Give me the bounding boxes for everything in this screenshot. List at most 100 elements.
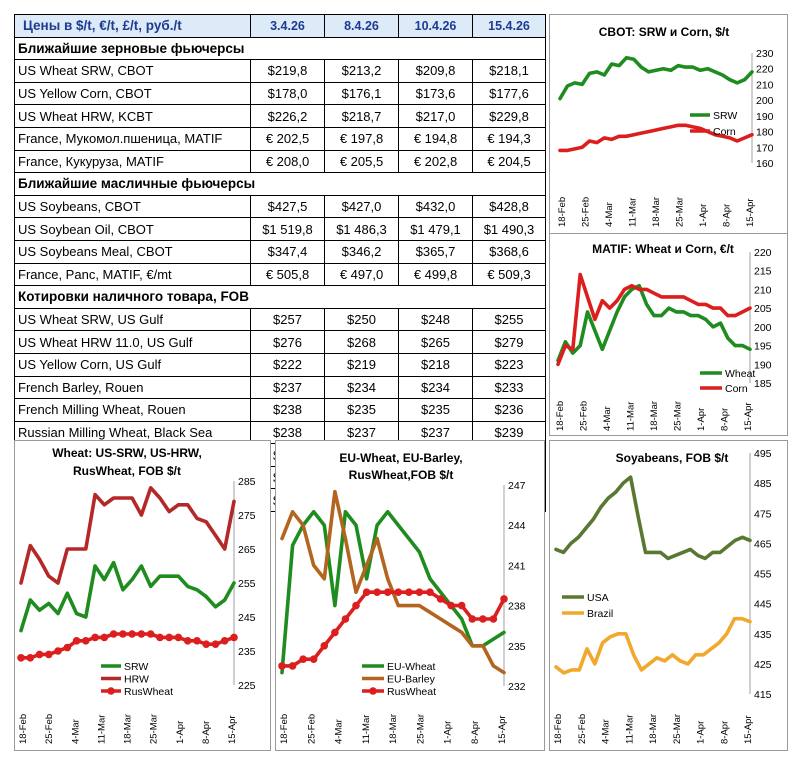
table-row: France, Panc, MATIF, €/mt € 505,8 € 497,0 €… [14, 262, 546, 287]
chart-title: CBOT: SRW и Corn, $/t [599, 25, 730, 39]
x-tick-label: 15-Apr [743, 715, 754, 744]
x-tick-label: 1-Apr [175, 721, 186, 744]
price-cell: $268 [324, 330, 399, 354]
x-tick-label: 18-Feb [555, 401, 566, 431]
price-cell: $368,6 [472, 239, 546, 264]
commodity-name: France, Мукомол.пшеница, MATIF [14, 126, 251, 151]
price-cell: $238 [250, 398, 325, 422]
chart-title: EU-Wheat, EU-Barley, [339, 451, 462, 465]
price-cell: $428,8 [472, 194, 546, 219]
data-point-ruswheat [230, 633, 238, 642]
data-point-ruswheat [394, 588, 403, 596]
x-tick-label: 1-Apr [696, 408, 707, 431]
legend-label: Wheat [725, 368, 755, 380]
price-cell: $176,1 [324, 81, 399, 106]
x-tick-label: 1-Apr [698, 204, 709, 227]
y-tick-label: 415 [754, 689, 772, 701]
data-point-ruswheat [193, 637, 201, 645]
data-point-ruswheat [436, 595, 445, 603]
table-header-cell: 3.4.26 [250, 14, 325, 38]
legend-label: HRW [124, 674, 149, 686]
price-cell: € 202,5 [250, 126, 325, 151]
x-tick-label: 15-Apr [227, 715, 238, 744]
price-cell: € 509,3 [472, 262, 546, 287]
y-tick-label: 238 [508, 601, 526, 613]
table-header-cell: 10.4.26 [398, 14, 473, 38]
chart-cbot: 160 170 180 190 200 210 220 230 18-Feb 25-Feb 4-Ma… [557, 25, 774, 227]
x-tick-label: 18-Mar [123, 714, 134, 744]
table-row: US Yellow Corn, CBOT $178,0 $176,1 $173,6 $1… [14, 81, 546, 106]
x-tick-label: 8-Apr [719, 721, 730, 744]
x-tick-label: 11-Mar [628, 198, 639, 227]
y-tick-label: 200 [754, 322, 772, 334]
price-cell: $234 [324, 375, 399, 400]
legend-marker [107, 687, 115, 695]
price-cell: $237 [324, 420, 399, 445]
price-cell: € 194,3 [472, 126, 546, 151]
price-cell: $265 [398, 330, 473, 354]
y-tick-label: 230 [756, 48, 774, 60]
x-tick-label: 25-Feb [577, 714, 588, 744]
legend-label: SRW [713, 110, 737, 122]
table-header-cell: 8.4.26 [324, 14, 399, 38]
price-cell: $1 519,8 [250, 217, 325, 241]
y-tick-label: 235 [508, 641, 526, 653]
y-tick-label: 245 [238, 612, 256, 624]
legend-label: SRW [124, 661, 148, 673]
price-cell: $219 [324, 352, 399, 377]
data-point-ruswheat [146, 630, 155, 638]
y-tick-label: 190 [756, 111, 774, 123]
x-tick-label: 18-Feb [553, 714, 564, 744]
price-cell: $178,0 [250, 81, 325, 106]
data-point-ruswheat [415, 588, 424, 596]
table-row: US Wheat SRW, CBOT $219,8 $213,2 $209,8 $218… [14, 59, 546, 83]
price-cell: € 204,5 [472, 149, 546, 174]
legend-marker [369, 687, 377, 695]
table-row: US Wheat SRW, US Gulf $257 $250 $248 $255 [14, 307, 546, 332]
x-tick-label: 18-Mar [388, 714, 399, 744]
price-cell: € 208,0 [250, 149, 325, 174]
series-line-srw [19, 560, 236, 633]
data-point-ruswheat [352, 601, 360, 610]
x-tick-label: 25-Feb [581, 197, 592, 227]
price-cell: $347,4 [250, 239, 325, 264]
price-cell: $237 [250, 375, 325, 400]
price-cell: $427,0 [324, 194, 399, 219]
price-cell: $173,6 [398, 81, 473, 106]
chart-panel-matif: 185 190 195 200 205 210 215 220 18-Feb 25-Feb 4-Ma… [549, 233, 788, 436]
data-point-ruswheat [26, 654, 35, 662]
y-tick-label: 232 [508, 681, 526, 693]
data-point-ruswheat [128, 630, 136, 638]
price-cell: € 505,8 [250, 262, 325, 287]
price-cell: $250 [324, 307, 399, 332]
table-row: France, Кукуруза, MATIF € 208,0 € 205,5 € 2… [14, 149, 546, 174]
data-point-ruswheat [109, 630, 118, 638]
price-cell: € 499,8 [398, 262, 473, 287]
price-cell: € 205,5 [324, 149, 399, 174]
y-tick-label: 435 [754, 629, 772, 641]
price-cell: $177,6 [472, 81, 546, 106]
price-cell: $248 [398, 307, 473, 332]
x-tick-label: 4-Mar [334, 719, 345, 744]
commodity-name: French Barley, Rouen [14, 375, 251, 400]
data-point-ruswheat [54, 647, 62, 655]
price-cell: $279 [472, 330, 546, 354]
chart-panel-wheat-us: 225 235 245 255 265 275 285 18-Feb 25-Feb 4-Mar 11… [14, 440, 271, 751]
table-row: US Yellow Corn, US Gulf $222 $219 $218 $223 [14, 352, 546, 377]
data-point-ruswheat [288, 662, 297, 670]
table-header-cell: Цены в $/t, €/t, £/t, руб./t [14, 14, 251, 38]
data-point-ruswheat [72, 637, 81, 645]
y-tick-label: 225 [238, 680, 256, 692]
data-point-ruswheat [447, 601, 455, 610]
price-cell: $235 [398, 398, 473, 422]
data-point-ruswheat [137, 630, 146, 638]
chart-soybeans: 415 425 435 445 455 465 475 485 495 18-Feb 25-Feb 4… [553, 448, 772, 744]
price-cell: $234 [398, 375, 473, 400]
price-cell: $346,2 [324, 239, 399, 264]
commodity-name: France, Panc, MATIF, €/mt [14, 262, 251, 287]
x-tick-label: 18-Mar [651, 197, 662, 227]
y-tick-label: 285 [238, 476, 256, 488]
table-row: US Soybeans, CBOT $427,5 $427,0 $432,0 $428,… [14, 194, 546, 219]
price-cell: € 497,0 [324, 262, 399, 287]
legend-label: USA [587, 592, 609, 604]
